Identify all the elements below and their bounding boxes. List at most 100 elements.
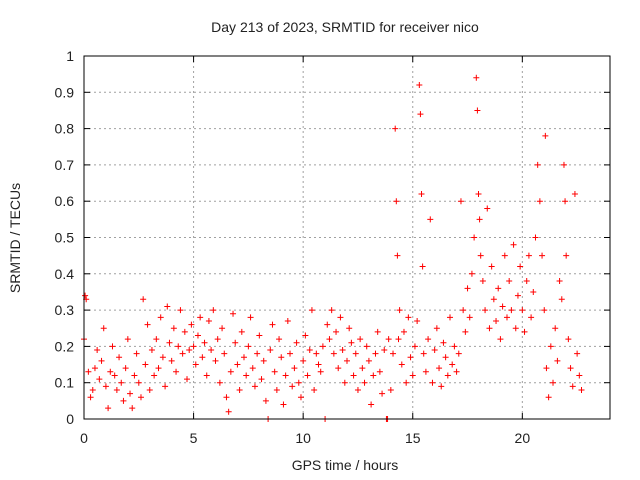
data-point [151,372,158,379]
data-point [403,379,410,386]
data-point [271,368,278,375]
data-point [442,354,449,361]
data-point [339,347,346,354]
data-point [142,361,149,368]
data-point [361,379,368,386]
data-point [91,365,98,372]
data-point [291,365,298,372]
data-points [81,74,585,422]
y-tick-label: 0.3 [55,302,75,318]
data-point [118,379,125,386]
data-point [236,386,243,393]
data-point [133,350,140,357]
data-point [214,336,221,343]
data-point [308,307,315,314]
data-point [175,343,182,350]
data-point [201,339,208,346]
data-point [440,339,447,346]
data-point [348,339,355,346]
data-point [528,314,535,321]
data-point [396,307,403,314]
data-point [411,343,418,350]
data-point [488,263,495,270]
data-point [282,372,289,379]
data-point [532,234,539,241]
data-point [216,379,223,386]
data-point [569,383,576,390]
data-point [473,74,480,81]
data-point [293,339,300,346]
y-axis: 0 0.1 0.2 0.3 0.4 0.5 0.6 0.7 0.8 0.9 1 [55,48,610,427]
data-point [280,401,287,408]
data-point [317,368,324,375]
data-point [560,161,567,168]
data-point [177,307,184,314]
data-point [230,310,237,317]
data-point [284,317,291,324]
data-point [170,325,177,332]
data-point [116,354,123,361]
data-point [422,368,429,375]
data-point [315,361,322,368]
data-point [466,314,473,321]
data-point [363,343,370,350]
data-point [567,365,574,372]
data-point [574,350,581,357]
x-tick-label: 0 [80,430,88,446]
data-point [545,394,552,401]
data-point [232,339,239,346]
y-tick-label: 0.1 [55,375,75,391]
data-point [451,343,458,350]
data-point [393,198,400,205]
data-point [341,379,348,386]
x-tick-label: 20 [515,430,531,446]
x-tick-label: 5 [190,430,198,446]
data-point [392,125,399,132]
data-point [98,357,105,364]
chart-title: Day 213 of 2023, SRMTID for receiver nic… [211,19,479,35]
data-point [534,161,541,168]
data-point [199,354,206,361]
data-point [449,361,456,368]
data-point [514,292,521,299]
data-point [122,365,129,372]
data-point [398,361,405,368]
data-point [197,314,204,321]
data-point [194,332,201,339]
data-point [89,386,96,393]
data-point [82,292,89,299]
data-point [464,285,471,292]
data-point [287,350,294,357]
data-point [368,401,375,408]
data-point [144,321,151,328]
data-point [159,354,166,361]
data-point [387,386,394,393]
gridlines [84,56,610,419]
data-point [173,368,180,375]
data-point [85,368,92,375]
data-point [346,325,353,332]
data-point [247,314,254,321]
data-point [166,339,173,346]
data-point [94,347,101,354]
data-point [506,278,513,285]
data-point [157,314,164,321]
data-point [523,278,530,285]
data-point [414,317,421,324]
data-point [420,350,427,357]
y-tick-label: 0.2 [55,338,75,354]
data-point [493,317,500,324]
data-point [140,296,147,303]
data-point [328,307,335,314]
data-point [390,350,397,357]
data-point [350,372,357,379]
data-point [326,336,333,343]
data-point [562,198,569,205]
y-tick-label: 0.5 [55,230,75,246]
data-point [359,365,366,372]
data-point [499,303,506,310]
data-point [438,383,445,390]
data-point [192,361,199,368]
data-point [188,321,195,328]
data-point [497,336,504,343]
